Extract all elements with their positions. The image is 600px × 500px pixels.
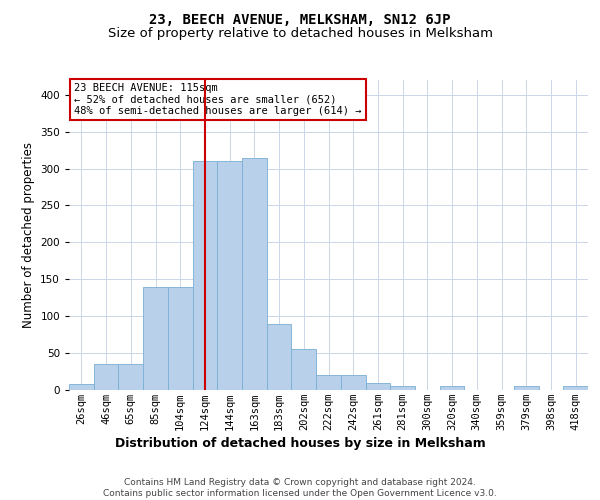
Bar: [292, 350, 316, 390]
Bar: [118, 364, 143, 390]
Text: 23 BEECH AVENUE: 115sqm
← 52% of detached houses are smaller (652)
48% of semi-d: 23 BEECH AVENUE: 115sqm ← 52% of detache…: [74, 83, 362, 116]
Text: 23, BEECH AVENUE, MELKSHAM, SN12 6JP: 23, BEECH AVENUE, MELKSHAM, SN12 6JP: [149, 12, 451, 26]
Text: Distribution of detached houses by size in Melksham: Distribution of detached houses by size …: [115, 438, 485, 450]
Bar: [440, 386, 464, 390]
Bar: [390, 386, 415, 390]
Bar: [365, 382, 390, 390]
Text: Contains HM Land Registry data © Crown copyright and database right 2024.
Contai: Contains HM Land Registry data © Crown c…: [103, 478, 497, 498]
Bar: [168, 286, 193, 390]
Text: Size of property relative to detached houses in Melksham: Size of property relative to detached ho…: [107, 28, 493, 40]
Bar: [563, 386, 588, 390]
Bar: [341, 375, 365, 390]
Bar: [217, 161, 242, 390]
Bar: [193, 161, 217, 390]
Bar: [69, 384, 94, 390]
Bar: [514, 386, 539, 390]
Bar: [143, 286, 168, 390]
Bar: [94, 364, 118, 390]
Y-axis label: Number of detached properties: Number of detached properties: [22, 142, 35, 328]
Bar: [242, 158, 267, 390]
Bar: [267, 324, 292, 390]
Bar: [316, 375, 341, 390]
